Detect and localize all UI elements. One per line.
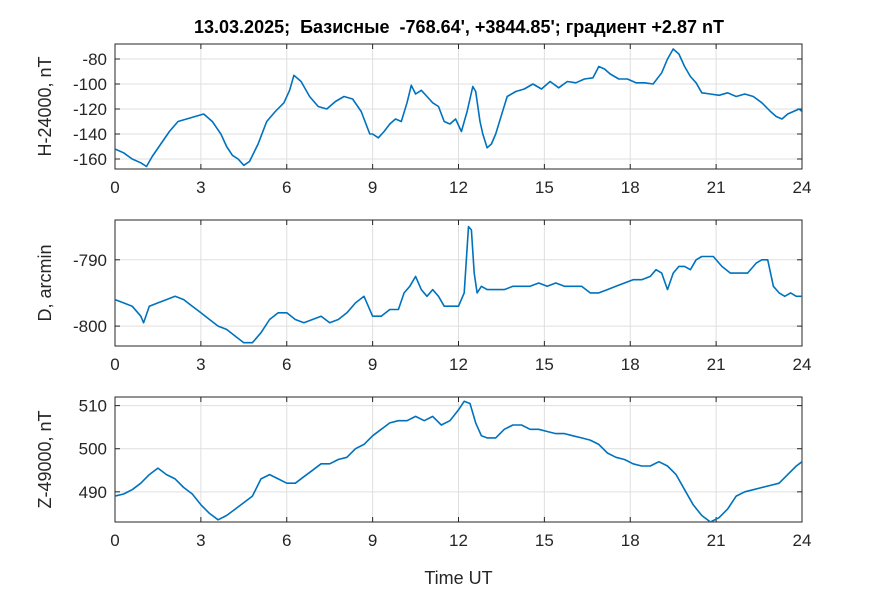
x-tick-label: 24: [793, 531, 812, 550]
chart-title: 13.03.2025; Базисные -768.64', +3844.85'…: [194, 17, 724, 37]
x-tick-label: 18: [621, 355, 640, 374]
x-tick-label: 21: [707, 531, 726, 550]
series-line-1: [115, 400, 802, 522]
series-line-1: [115, 48, 802, 168]
x-tick-label: 15: [535, 531, 554, 550]
x-axis-label: Time UT: [424, 568, 492, 588]
subplot-2: 0 3 6 9 12 15 18 21 24 -800 -790 D, arcmin: [35, 219, 812, 374]
y-tick-label: -800: [73, 317, 107, 336]
x-tick-label: 12: [449, 531, 468, 550]
x-tick-label: 12: [449, 355, 468, 374]
y-axis-label: D, arcmin: [35, 244, 55, 321]
y-tick-label: 490: [79, 483, 107, 502]
x-tick-label: 21: [707, 355, 726, 374]
x-tick-label: 15: [535, 355, 554, 374]
x-tick-label: 15: [535, 178, 554, 197]
y-tick-label: -140: [73, 125, 107, 144]
axes-frame: [114, 396, 803, 523]
x-tick-label: 9: [368, 531, 377, 550]
x-tick-label: 6: [282, 531, 291, 550]
x-tick-label: 18: [621, 178, 640, 197]
x-tick-label: 21: [707, 178, 726, 197]
x-tick-label: 24: [793, 355, 812, 374]
x-tick-label: 3: [196, 355, 205, 374]
axes-frame: [114, 219, 803, 347]
y-tick-label: -120: [73, 100, 107, 119]
series-line-1: [115, 225, 802, 344]
y-tick-label: 510: [79, 397, 107, 416]
x-tick-label: 6: [282, 355, 291, 374]
y-tick-label: -790: [73, 251, 107, 270]
y-axis-label: H-24000, nT: [35, 56, 55, 156]
x-tick-label: 3: [196, 531, 205, 550]
x-tick-label: 0: [110, 531, 119, 550]
x-tick-label: 9: [368, 355, 377, 374]
y-tick-label: -160: [73, 150, 107, 169]
y-tick-label: -80: [82, 50, 107, 69]
subplots: 0 3 6 9 12 15 18 21 24 -160 -140 -120 -100 -80 H-24000…: [35, 43, 812, 588]
x-tick-label: 24: [793, 178, 812, 197]
x-tick-label: 3: [196, 178, 205, 197]
subplot-3: 0 3 6 9 12 15 18 21 24 490 500 510 Z-49000, nT Time U…: [35, 396, 812, 588]
x-tick-label: 9: [368, 178, 377, 197]
y-tick-label: -100: [73, 75, 107, 94]
subplot-1: 0 3 6 9 12 15 18 21 24 -160 -140 -120 -100 -80 H-24000…: [35, 43, 812, 197]
y-tick-label: 500: [79, 440, 107, 459]
x-tick-label: 0: [110, 178, 119, 197]
x-tick-label: 0: [110, 355, 119, 374]
x-tick-label: 12: [449, 178, 468, 197]
x-tick-label: 18: [621, 531, 640, 550]
axes-frame: [114, 43, 803, 170]
y-axis-label: Z-49000, nT: [35, 410, 55, 508]
x-tick-label: 6: [282, 178, 291, 197]
